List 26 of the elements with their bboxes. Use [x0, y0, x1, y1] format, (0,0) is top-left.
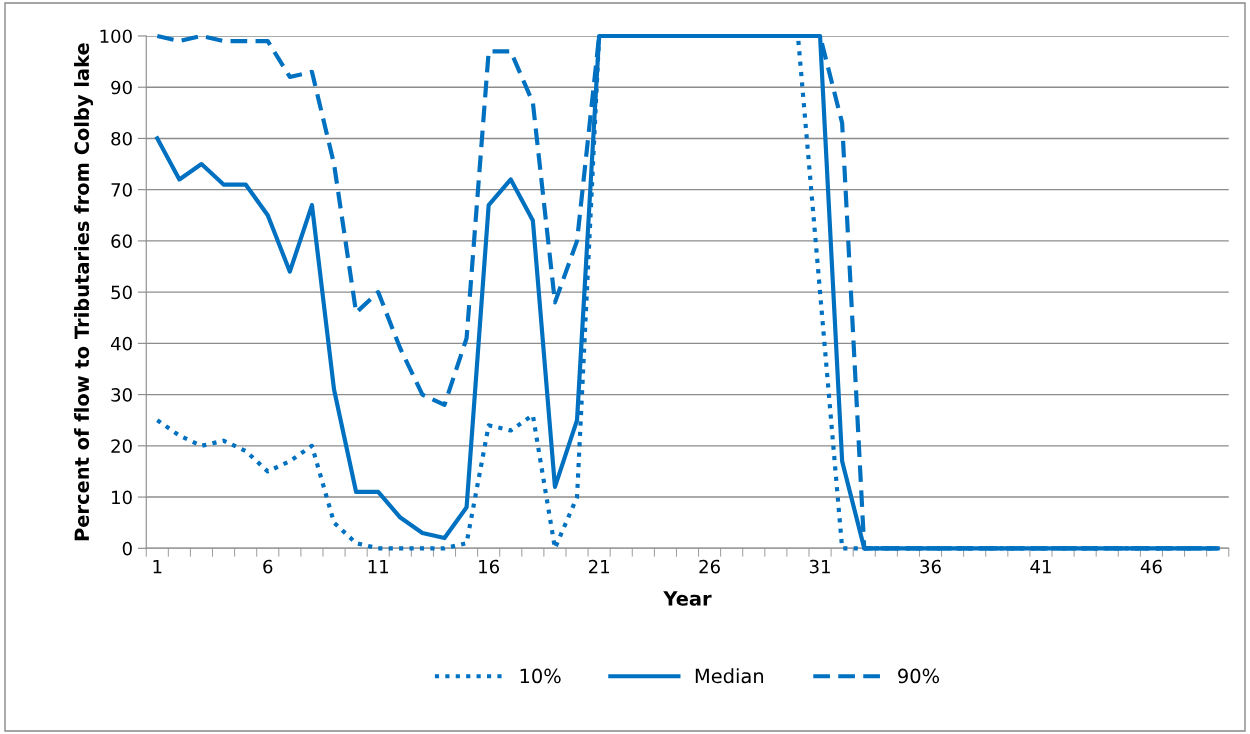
y-axis-title: Percent of flow to Tributaries from Colby lake [74, 43, 94, 541]
x-tick-label: 26 [699, 559, 720, 574]
x-tick-label: 21 [588, 559, 609, 574]
x-tick-label: 41 [1030, 559, 1051, 574]
y-tick-label: 0 [122, 541, 132, 556]
legend-label: Median [695, 668, 764, 684]
x-tick-label: 1 [153, 559, 162, 574]
y-tick-label: 10 [112, 490, 132, 505]
x-tick-label: 46 [1140, 559, 1162, 574]
y-tick-label: 80 [111, 131, 132, 146]
y-tick-label: 60 [111, 234, 132, 249]
y-tick-label: 50 [111, 285, 132, 300]
legend-label: 90% [898, 668, 940, 684]
y-tick-label: 90 [111, 80, 132, 95]
y-tick-label: 30 [111, 388, 132, 402]
y-tick-label: 70 [111, 183, 132, 197]
x-tick-label: 36 [920, 559, 941, 574]
y-tick-label: 40 [110, 336, 132, 351]
y-tick-label: 100 [100, 29, 132, 44]
x-tick-label: 16 [479, 559, 500, 574]
x-tick-label: 11 [368, 559, 389, 574]
x-tick-label: 31 [809, 559, 830, 574]
x-axis-title: Year [663, 591, 712, 606]
x-tick-label: 6 [263, 559, 273, 574]
legend-label: 10% [520, 668, 561, 684]
y-tick-label: 20 [111, 439, 132, 453]
